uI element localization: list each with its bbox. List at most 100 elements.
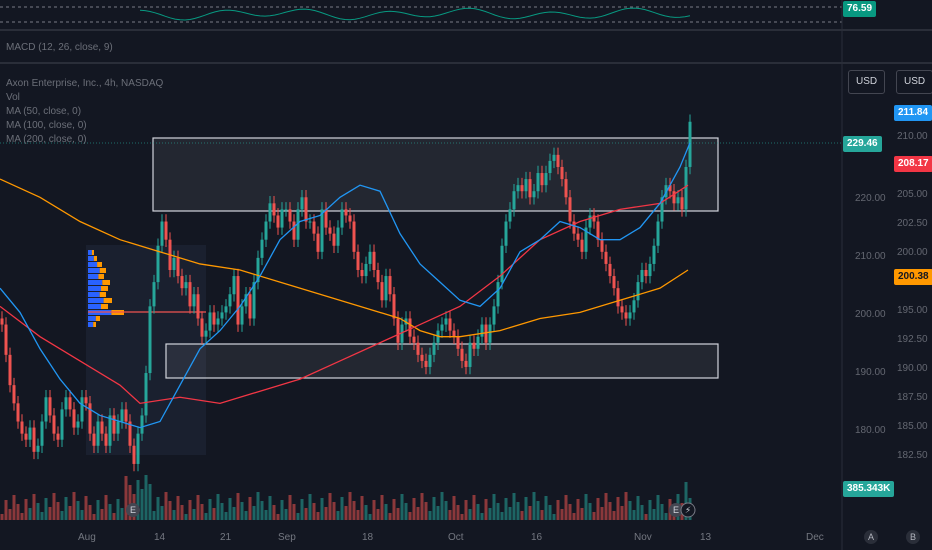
volume-bar xyxy=(628,501,632,520)
candle-body xyxy=(120,409,124,422)
candle-body xyxy=(308,221,312,223)
volume-bar xyxy=(164,492,168,520)
macd-legend: MACD (12, 26, close, 9) xyxy=(6,42,113,53)
price-tick-outer: 180.00 xyxy=(855,425,886,436)
candle-body xyxy=(536,173,540,192)
candle-body xyxy=(456,336,460,349)
volume-bar xyxy=(508,507,512,520)
volume-bar xyxy=(268,496,272,520)
candle-body xyxy=(540,173,544,186)
volume-bar xyxy=(300,499,304,520)
volume-bar xyxy=(504,498,508,520)
candle-body xyxy=(452,330,456,337)
volume-profile-row-down xyxy=(101,286,108,291)
candle-body xyxy=(376,270,380,283)
volume-profile-row-down xyxy=(95,316,100,321)
volume-bar xyxy=(8,509,12,520)
volume-bar xyxy=(12,495,16,520)
volume-profile-row-up xyxy=(88,262,98,267)
price-tick-inner: 192.50 xyxy=(897,334,928,345)
volume-bar xyxy=(324,507,328,520)
volume-bar xyxy=(648,500,652,520)
volume-bar xyxy=(372,500,376,520)
candle-body xyxy=(524,179,528,192)
candle-body xyxy=(108,415,112,446)
candle-body xyxy=(472,342,476,349)
candle-body xyxy=(600,239,604,252)
candle-body xyxy=(56,433,60,440)
candle-body xyxy=(676,197,680,204)
candle-body xyxy=(172,257,176,270)
price-tick-inner: 210.00 xyxy=(897,131,928,142)
time-tick: 21 xyxy=(220,532,232,543)
candle-body xyxy=(380,282,384,301)
candle-body xyxy=(560,166,564,180)
candle-body xyxy=(636,282,640,301)
volume-bar xyxy=(20,513,24,520)
volume-bar xyxy=(56,502,60,520)
volume-bar xyxy=(248,497,252,520)
volume-bar xyxy=(60,511,64,520)
candle-body xyxy=(612,276,616,289)
candle-body xyxy=(64,397,68,410)
volume-profile-row-up xyxy=(88,256,94,261)
volume-bar xyxy=(160,506,164,520)
candle-body xyxy=(296,209,300,240)
volume-bar xyxy=(204,513,208,520)
volume-bar xyxy=(208,499,212,520)
candle-body xyxy=(192,294,196,307)
volume-bar xyxy=(280,500,284,520)
volume-profile-row-up xyxy=(88,286,101,291)
compare-button-b[interactable]: B xyxy=(906,530,920,544)
candle-body xyxy=(552,154,556,161)
volume-profile-row-down xyxy=(93,256,97,261)
ma-200-line xyxy=(0,178,689,338)
time-tick: 14 xyxy=(154,532,166,543)
volume-bar xyxy=(244,511,248,520)
candle-body xyxy=(272,203,276,216)
volume-bar xyxy=(108,504,112,520)
volume-profile-row-down xyxy=(97,262,102,267)
candle-body xyxy=(28,427,32,440)
volume-bar xyxy=(368,514,372,520)
candle-body xyxy=(52,415,56,434)
volume-profile-row-up xyxy=(88,250,92,255)
time-tick: Dec xyxy=(806,532,824,543)
volume-bars xyxy=(0,475,692,520)
candle-body xyxy=(40,421,44,446)
volume-bar xyxy=(192,509,196,520)
currency-button-right[interactable]: USD xyxy=(896,70,932,94)
candle-body xyxy=(388,276,392,295)
candle-body xyxy=(520,185,524,192)
volume-bar xyxy=(264,510,268,520)
candle-body xyxy=(564,179,568,198)
volume-bar xyxy=(560,509,564,520)
candle-body xyxy=(652,245,656,264)
candle-body xyxy=(12,385,16,404)
volume-tag: 385.343K xyxy=(843,481,895,497)
volume-bar xyxy=(592,512,596,520)
volume-bar xyxy=(400,494,404,520)
candle-body xyxy=(628,312,632,319)
volume-bar xyxy=(80,510,84,520)
candle-body xyxy=(508,209,512,222)
volume-bar xyxy=(408,512,412,520)
volume-bar xyxy=(96,500,100,520)
candle-body xyxy=(432,342,436,355)
volume-bar xyxy=(340,497,344,520)
volume-bar xyxy=(484,499,488,520)
candle-body xyxy=(24,433,28,440)
candle-body xyxy=(424,360,428,367)
volume-bar xyxy=(396,508,400,520)
candle-body xyxy=(328,227,332,234)
currency-button-left[interactable]: USD xyxy=(848,70,886,94)
candle-body xyxy=(640,270,644,283)
price-tick-inner: 190.00 xyxy=(897,363,928,374)
compare-button-a[interactable]: A xyxy=(864,530,878,544)
volume-bar xyxy=(384,504,388,520)
volume-bar xyxy=(544,496,548,520)
volume-bar xyxy=(436,506,440,520)
volume-bar xyxy=(632,510,636,520)
candle-body xyxy=(488,324,492,343)
